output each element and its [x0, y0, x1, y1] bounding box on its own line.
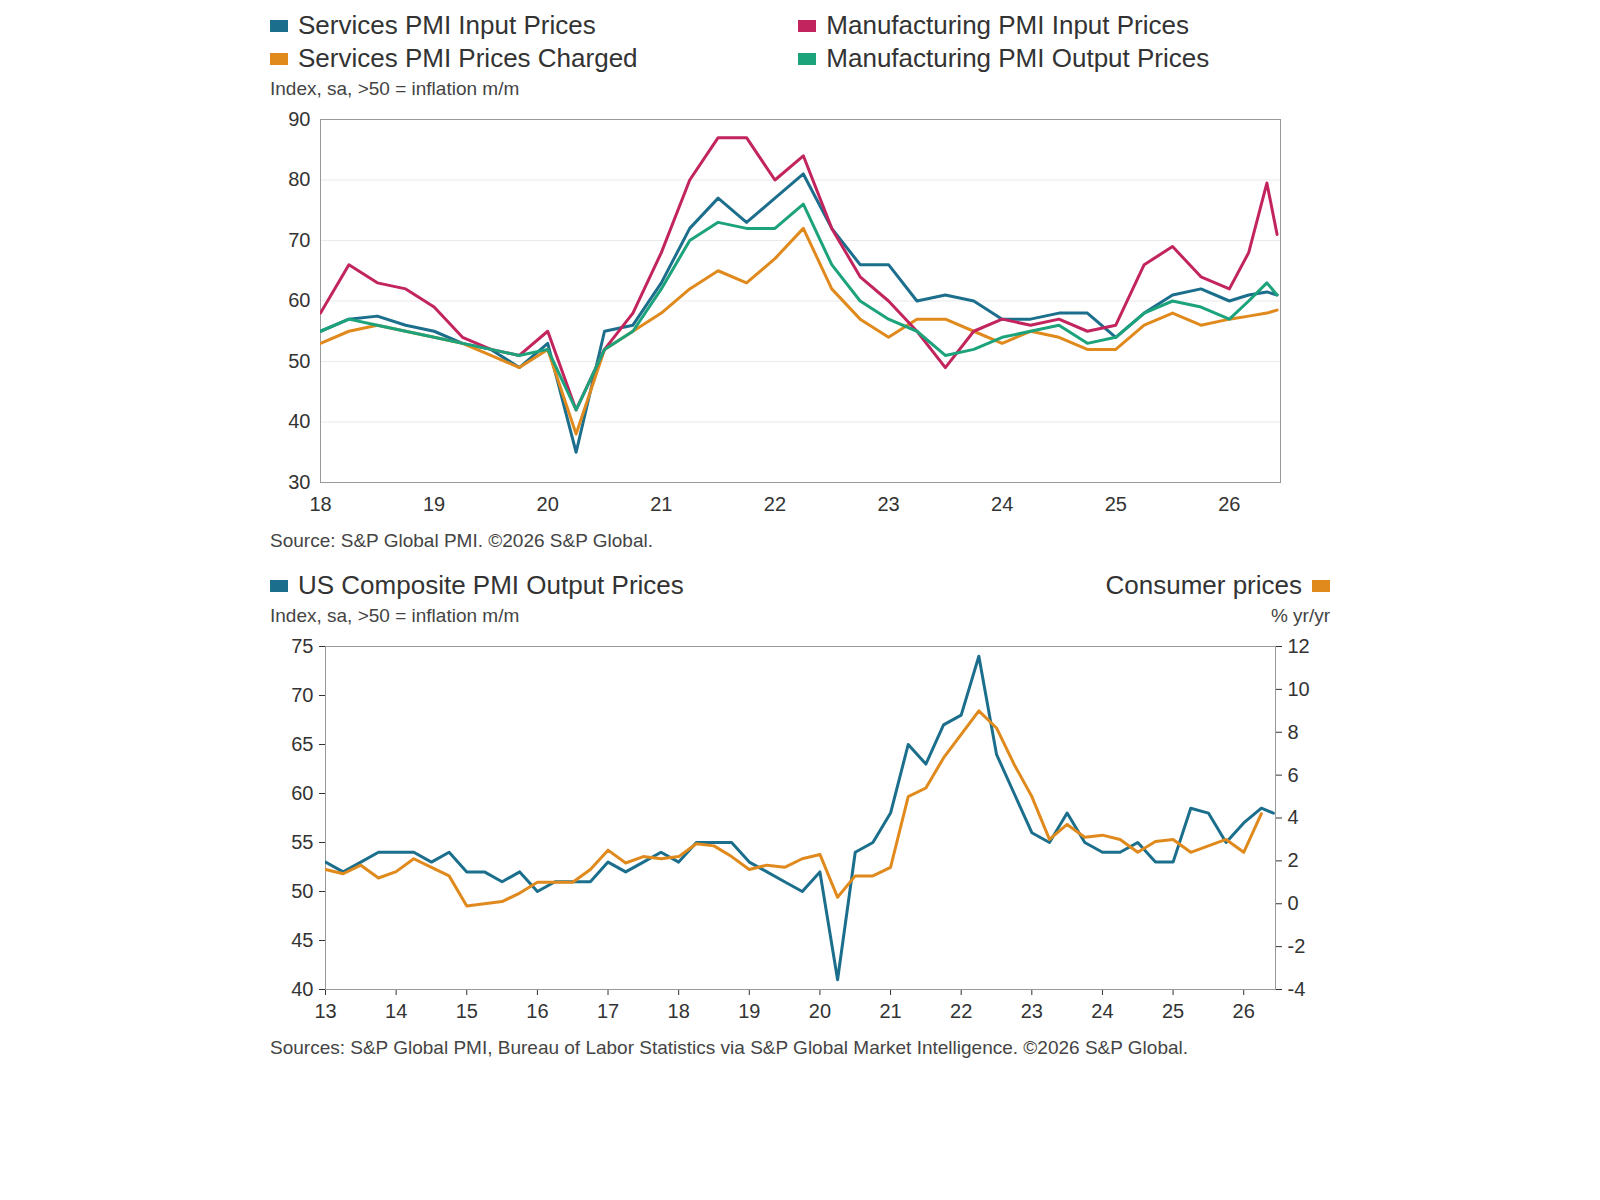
- svg-text:18: 18: [668, 1000, 690, 1022]
- svg-text:60: 60: [288, 289, 310, 311]
- svg-text:25: 25: [1105, 493, 1127, 515]
- svg-text:0: 0: [1288, 892, 1299, 914]
- html-text:Index, sa, >50 = inflation m/m: Index, sa, >50 = inflation m/m: [270, 78, 520, 99]
- svg-text:30: 30: [288, 471, 310, 493]
- html-text:US Composite PMI Output Prices: US Composite PMI Output Prices: [298, 570, 684, 600]
- svg-text:10: 10: [1288, 678, 1310, 700]
- svg-text:20: 20: [537, 493, 559, 515]
- html-text:Consumer prices: Consumer prices: [1105, 570, 1302, 600]
- svg-text:23: 23: [877, 493, 899, 515]
- svg-text:80: 80: [288, 168, 310, 190]
- svg-text:22: 22: [950, 1000, 972, 1022]
- svg-text:65: 65: [291, 733, 313, 755]
- svg-text:40: 40: [288, 410, 310, 432]
- html-text:Services PMI Prices Charged: Services PMI Prices Charged: [298, 43, 638, 73]
- html-text:Index, sa, >50 = inflation m/m: Index, sa, >50 = inflation m/m: [270, 605, 520, 626]
- svg-text:15: 15: [456, 1000, 478, 1022]
- html-text:Manufacturing PMI Input Prices: Manufacturing PMI Input Prices: [826, 10, 1189, 40]
- svg-text:21: 21: [879, 1000, 901, 1022]
- svg-text:21: 21: [650, 493, 672, 515]
- svg-text:6: 6: [1288, 764, 1299, 786]
- svg-text:50: 50: [288, 350, 310, 372]
- svg-text:55: 55: [291, 831, 313, 853]
- svg-text:26: 26: [1233, 1000, 1255, 1022]
- html-text:Source: S&P Global PMI. ©2026: Source: S&P Global PMI. ©2026 S&P Global…: [270, 530, 653, 551]
- svg-text:24: 24: [991, 493, 1013, 515]
- svg-text:-4: -4: [1288, 978, 1306, 1000]
- svg-text:23: 23: [1021, 1000, 1043, 1022]
- html-text:% yr/yr: % yr/yr: [1270, 605, 1330, 626]
- svg-text:2: 2: [1288, 849, 1299, 871]
- svg-text:70: 70: [291, 684, 313, 706]
- svg-text:40: 40: [291, 978, 313, 1000]
- svg-text:90: 90: [288, 108, 310, 130]
- svg-text:8: 8: [1288, 721, 1299, 743]
- svg-text:26: 26: [1218, 493, 1240, 515]
- svg-text:14: 14: [385, 1000, 407, 1022]
- html-text:Manufacturing PMI Output Price: Manufacturing PMI Output Prices: [826, 43, 1210, 73]
- svg-text:75: 75: [291, 635, 313, 657]
- html-text:Services PMI Input Prices: Services PMI Input Prices: [298, 10, 596, 40]
- svg-text:70: 70: [288, 229, 310, 251]
- svg-text:16: 16: [526, 1000, 548, 1022]
- svg-text:18: 18: [309, 493, 331, 515]
- svg-text:60: 60: [291, 782, 313, 804]
- svg-text:25: 25: [1162, 1000, 1184, 1022]
- svg-text:19: 19: [738, 1000, 760, 1022]
- svg-text:20: 20: [809, 1000, 831, 1022]
- svg-text:50: 50: [291, 880, 313, 902]
- svg-text:45: 45: [291, 929, 313, 951]
- svg-text:4: 4: [1288, 806, 1299, 828]
- svg-text:12: 12: [1288, 635, 1310, 657]
- html-text:Sources: S&P Global PMI, Burea: Sources: S&P Global PMI, Bureau of Labor…: [270, 1037, 1188, 1058]
- svg-text:-2: -2: [1288, 935, 1306, 957]
- svg-text:17: 17: [597, 1000, 619, 1022]
- svg-text:24: 24: [1091, 1000, 1113, 1022]
- svg-text:19: 19: [423, 493, 445, 515]
- svg-text:13: 13: [314, 1000, 336, 1022]
- svg-text:22: 22: [764, 493, 786, 515]
